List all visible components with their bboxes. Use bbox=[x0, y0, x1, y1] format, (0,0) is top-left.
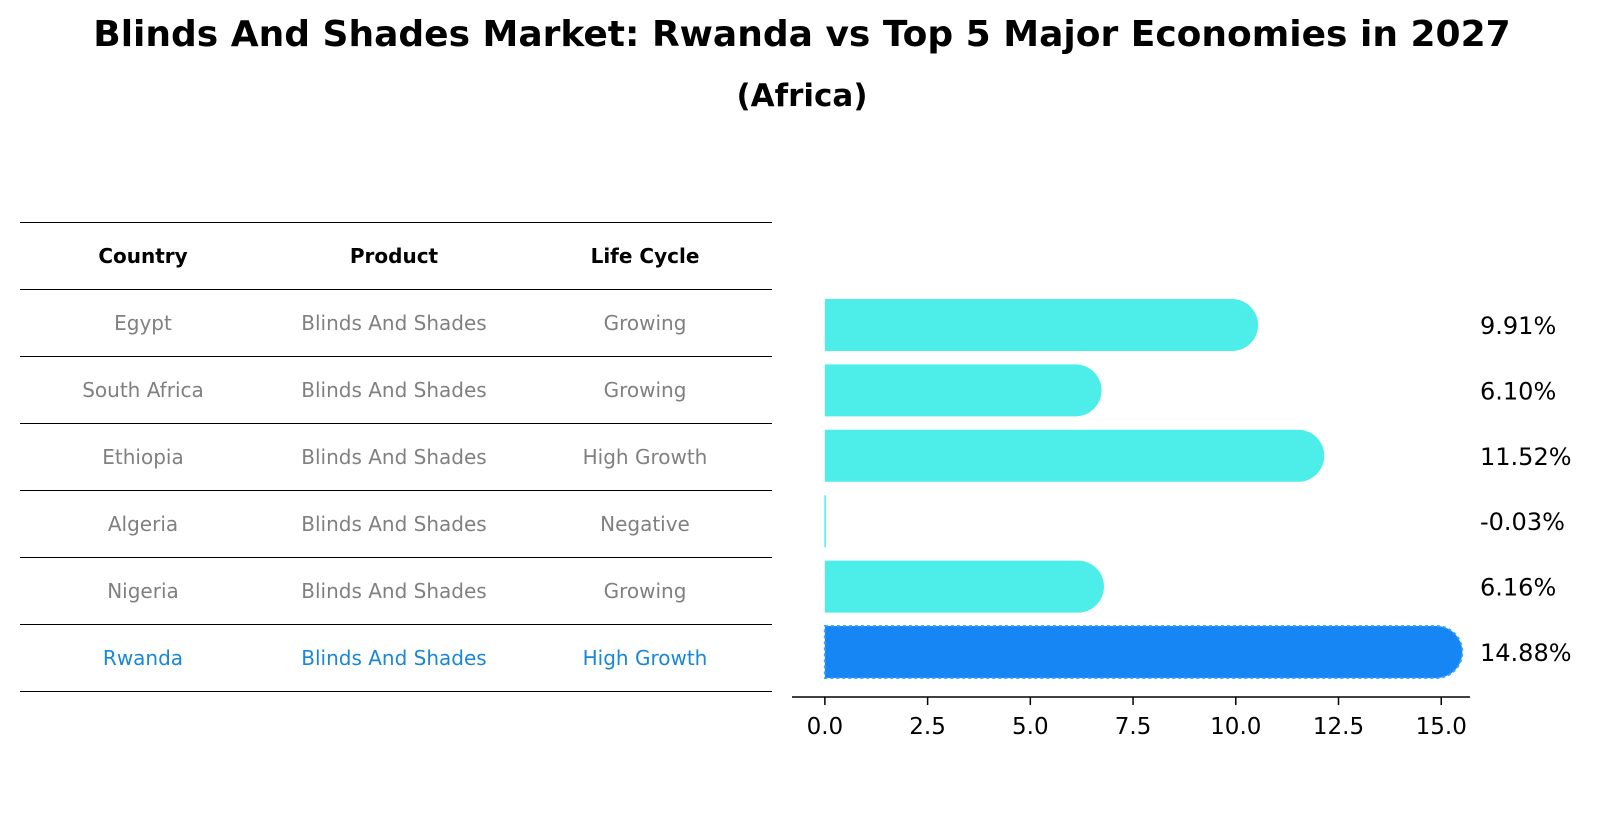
header-country: Country bbox=[98, 244, 188, 268]
product-cell: Blinds And Shades bbox=[301, 311, 487, 335]
product-cell: Blinds And Shades bbox=[301, 445, 487, 469]
chart-title: Blinds And Shades Market: Rwanda vs Top … bbox=[93, 14, 1511, 55]
x-tick-label: 15.0 bbox=[1416, 714, 1467, 740]
header-product: Product bbox=[349, 244, 439, 268]
x-tick-label: 7.5 bbox=[1115, 714, 1152, 740]
country-cell: Nigeria bbox=[107, 579, 179, 603]
bar-value-label: 11.52% bbox=[1480, 443, 1572, 471]
country-cell: Egypt bbox=[114, 311, 172, 335]
table-header-row: Country Product Life Cycle bbox=[20, 222, 772, 289]
bar-value-label: 9.91% bbox=[1480, 312, 1556, 340]
bar-value-label: 14.88% bbox=[1480, 639, 1572, 667]
chart-subtitle: (Africa) bbox=[736, 78, 868, 114]
country-cell: Ethiopia bbox=[102, 445, 184, 469]
bar-south-africa bbox=[824, 364, 1102, 417]
bar-value-label: 6.10% bbox=[1480, 377, 1556, 405]
x-tick-label: 2.5 bbox=[909, 714, 946, 740]
product-cell: Blinds And Shades bbox=[301, 512, 487, 536]
life-cycle-cell: Growing bbox=[603, 378, 687, 402]
life-cycle-cell: Growing bbox=[603, 579, 687, 603]
bar-value-label: 6.16% bbox=[1480, 574, 1556, 602]
bar-egypt bbox=[824, 299, 1259, 351]
table-row: Nigeria Blinds And Shades Growing bbox=[20, 557, 772, 624]
country-table: Country Product Life Cycle Egypt Blinds … bbox=[20, 222, 772, 692]
product-cell: Blinds And Shades bbox=[301, 378, 487, 402]
table-row: South Africa Blinds And Shades Growing bbox=[20, 356, 772, 423]
x-tick-label: 5.0 bbox=[1012, 714, 1049, 740]
header-life-cycle: Life Cycle bbox=[590, 244, 700, 268]
x-tick-label: 12.5 bbox=[1313, 714, 1364, 740]
x-tick-label: 0.0 bbox=[807, 714, 844, 740]
table-row-highlight: Rwanda Blinds And Shades High Growth bbox=[20, 624, 772, 692]
life-cycle-cell: High Growth bbox=[582, 646, 708, 670]
bar-nigeria bbox=[824, 560, 1104, 613]
product-cell: Blinds And Shades bbox=[301, 646, 487, 670]
life-cycle-cell: High Growth bbox=[582, 445, 708, 469]
x-tick-label: 10.0 bbox=[1210, 714, 1261, 740]
table-row: Algeria Blinds And Shades Negative bbox=[20, 490, 772, 557]
bar-algeria bbox=[824, 495, 826, 548]
country-cell: Algeria bbox=[107, 512, 179, 536]
country-cell: South Africa bbox=[82, 378, 204, 402]
product-cell: Blinds And Shades bbox=[301, 579, 487, 603]
bar-ethiopia bbox=[824, 429, 1325, 482]
table-row: Egypt Blinds And Shades Growing bbox=[20, 289, 772, 356]
country-cell: Rwanda bbox=[102, 646, 184, 670]
life-cycle-cell: Negative bbox=[600, 512, 690, 536]
life-cycle-cell: Growing bbox=[603, 311, 687, 335]
bar-rwanda bbox=[823, 625, 1464, 679]
table-row: Ethiopia Blinds And Shades High Growth bbox=[20, 423, 772, 490]
bar-value-label: -0.03% bbox=[1480, 508, 1565, 536]
